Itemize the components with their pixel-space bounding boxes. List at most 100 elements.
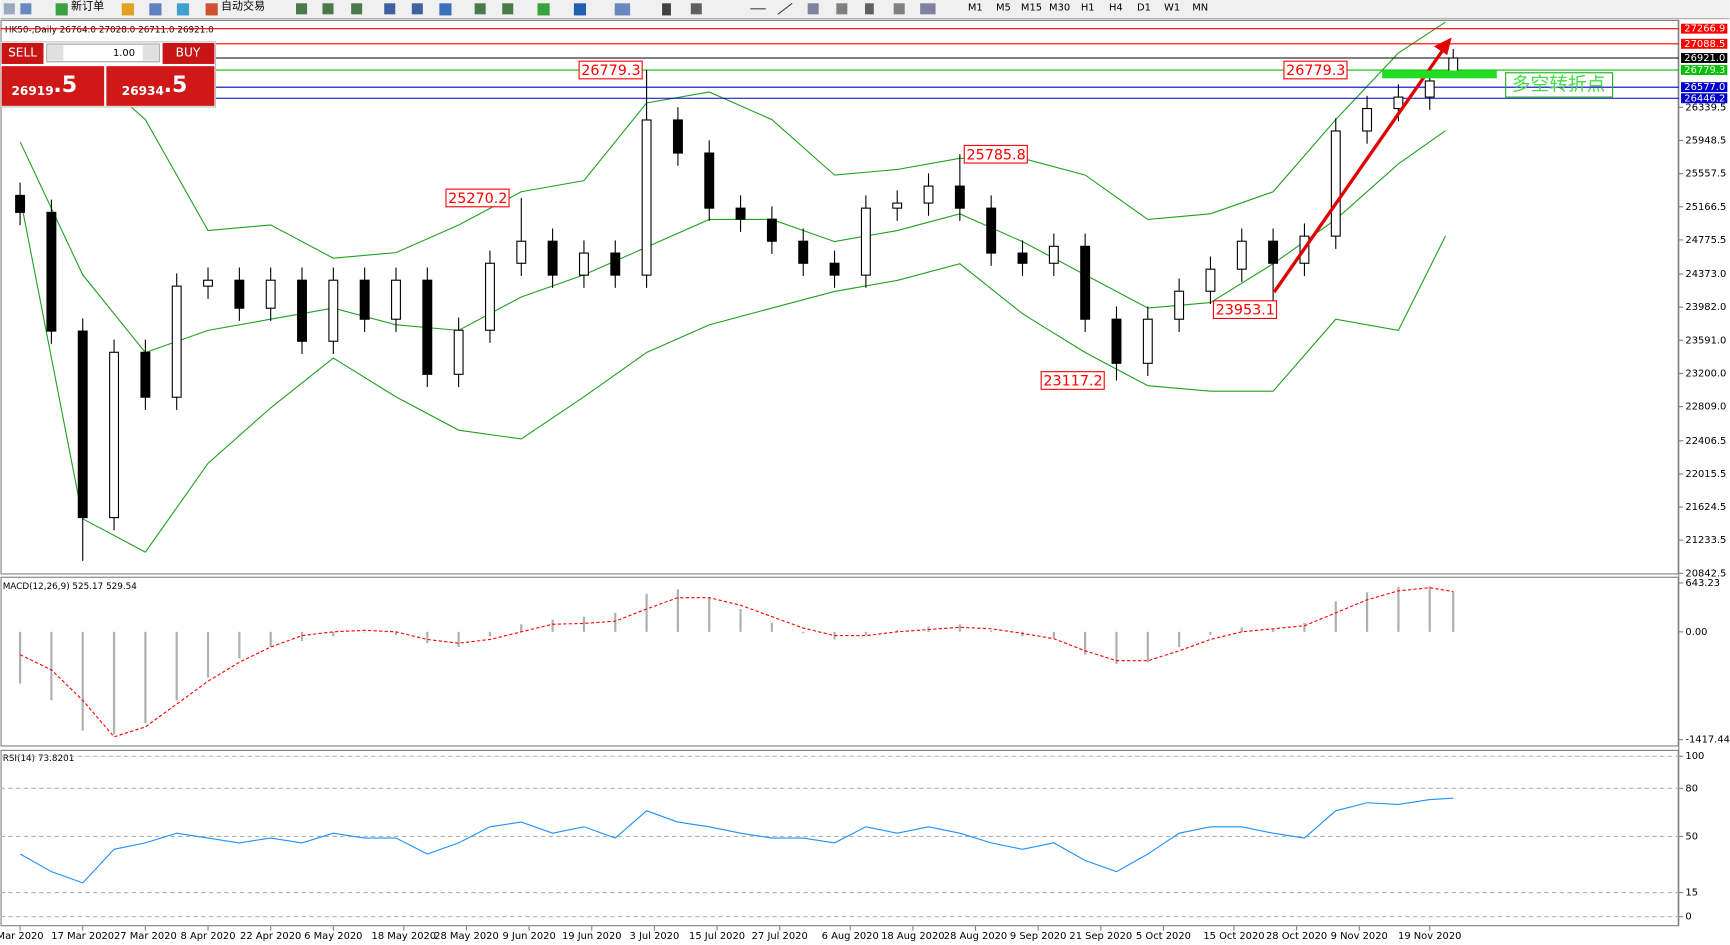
candle-body — [829, 262, 840, 276]
macd-bar — [990, 630, 993, 632]
x-tick-label: 8 Apr 2020 — [181, 931, 236, 942]
candle-body — [516, 240, 527, 264]
candle-body — [391, 279, 401, 320]
price-level-tag — [1680, 38, 1728, 49]
sell-price-box[interactable] — [1, 66, 105, 106]
toolbar-icons[interactable] — [3, 2, 936, 16]
macd-bar — [1146, 631, 1149, 663]
x-tick-label: 17 Mar 2020 — [51, 931, 114, 942]
price-level-tag — [1680, 93, 1728, 104]
toolbar — [0, 0, 1730, 19]
macd-bar — [1084, 631, 1087, 655]
macd-bar — [18, 631, 22, 684]
macd-bar — [175, 631, 178, 701]
timeframe-button[interactable]: H1 — [1081, 3, 1095, 14]
x-tick-label: 15 Jul 2020 — [689, 931, 745, 942]
candle-body — [265, 279, 276, 309]
candle-body — [798, 240, 809, 264]
bollinger-upper — [20, 21, 1446, 259]
timeframe-button[interactable]: M30 — [1049, 3, 1070, 14]
sell-button[interactable] — [1, 43, 44, 64]
y-tick-label: 23982.0 — [1685, 302, 1726, 313]
rsi-chart: RSI(14) 73.8201 100 80 50 15 0 — [0, 751, 1704, 923]
sell-label[interactable]: SELL — [8, 45, 37, 59]
y-tick-label: 24775.5 — [1685, 235, 1726, 246]
price-level-tag — [1680, 82, 1728, 93]
macd-bar — [144, 631, 147, 724]
macd-bar — [457, 631, 460, 648]
x-tick-label: 28 May 2020 — [434, 931, 499, 942]
macd-bar — [770, 622, 773, 632]
y-tick-label: 643.23 — [1685, 578, 1720, 589]
x-tick-label: 9 Sep 2020 — [1010, 931, 1066, 942]
macd-bar — [206, 631, 210, 678]
buy-price-fraction[interactable]: .5 — [164, 73, 188, 98]
y-tick-label: 21233.5 — [1685, 535, 1726, 546]
chart-title: RSI(14) 73.8201 — [3, 754, 75, 764]
bollinger-middle — [19, 130, 1446, 354]
timeframe-button[interactable]: MN — [1192, 3, 1208, 14]
volume-field[interactable] — [46, 43, 160, 63]
price-level-label: 26577.0 — [1684, 82, 1725, 93]
macd-bar — [1209, 631, 1212, 635]
new-order-button[interactable]: 新订单 — [71, 0, 104, 13]
bollinger-lower — [19, 197, 1446, 553]
candle-body — [359, 279, 370, 320]
macd-bar — [958, 624, 961, 632]
timeframe-button[interactable]: W1 — [1164, 3, 1180, 14]
macd-bar — [896, 630, 899, 632]
timeframes: M1 M5 M15 M30 H1 H4 D1 W1 MN — [968, 3, 1208, 14]
timeframe-button[interactable]: M15 — [1021, 3, 1042, 14]
buy-button[interactable] — [162, 43, 215, 64]
candle-body — [234, 279, 245, 309]
macd-bar — [1240, 627, 1243, 632]
macd-bar — [426, 631, 429, 644]
macd-bar — [50, 631, 53, 701]
timeframe-button[interactable]: H4 — [1109, 3, 1123, 14]
x-tick-label: 28 Oct 2020 — [1266, 931, 1327, 942]
price-level-tag — [1680, 53, 1728, 63]
y-tick-label: 0.00 — [1685, 627, 1707, 638]
candle-body — [1362, 107, 1373, 132]
macd-bar — [1428, 586, 1431, 632]
buy-price-box[interactable] — [106, 66, 215, 106]
annotation-box — [963, 144, 1028, 164]
macd-bar — [582, 616, 586, 632]
volume[interactable]: 1.00 — [113, 48, 135, 59]
annotation: 23953.1 — [1216, 303, 1275, 319]
macd-bar — [1272, 628, 1275, 632]
x-tick-label: 6 Aug 2020 — [822, 931, 879, 942]
sell-price-fraction[interactable]: .5 — [53, 73, 77, 98]
annotation-box — [445, 188, 510, 208]
buy-price-main[interactable]: 26934 — [122, 84, 164, 98]
annotation: 26779.3 — [1286, 63, 1345, 79]
candle-body — [892, 202, 903, 209]
timeframe-button[interactable]: M5 — [996, 3, 1011, 14]
annotation-box — [1283, 60, 1348, 80]
x-tick-label: 22 Apr 2020 — [240, 931, 301, 942]
candle-body — [1205, 268, 1216, 292]
price-level-label: 27266.9 — [1684, 24, 1725, 35]
y-tick-label: 100 — [1685, 751, 1704, 762]
y-tick-label: -1417.44 — [1685, 735, 1730, 746]
auto-trading-button[interactable]: 自动交易 — [221, 0, 265, 13]
macd-bar — [551, 619, 554, 632]
annotation-box — [1212, 300, 1278, 320]
macd-bar — [739, 609, 742, 632]
timeframe-button[interactable]: D1 — [1137, 3, 1151, 14]
y-tick-label: 23200.0 — [1685, 368, 1726, 379]
price-level-label: 27088.5 — [1684, 39, 1725, 50]
price-level-label: 26779.3 — [1684, 65, 1725, 76]
candle-body — [297, 279, 307, 342]
candle-body — [735, 207, 746, 220]
timeframe-button[interactable]: M1 — [968, 3, 983, 14]
buy-label[interactable]: BUY — [176, 45, 201, 59]
candle-body — [1017, 252, 1028, 264]
macd-bar — [614, 612, 617, 632]
candle-body — [422, 279, 433, 375]
sell-price-main[interactable]: 26919 — [12, 84, 54, 98]
candle-body — [15, 194, 26, 213]
annotation-box — [578, 60, 643, 80]
macd-bar — [1178, 631, 1181, 648]
